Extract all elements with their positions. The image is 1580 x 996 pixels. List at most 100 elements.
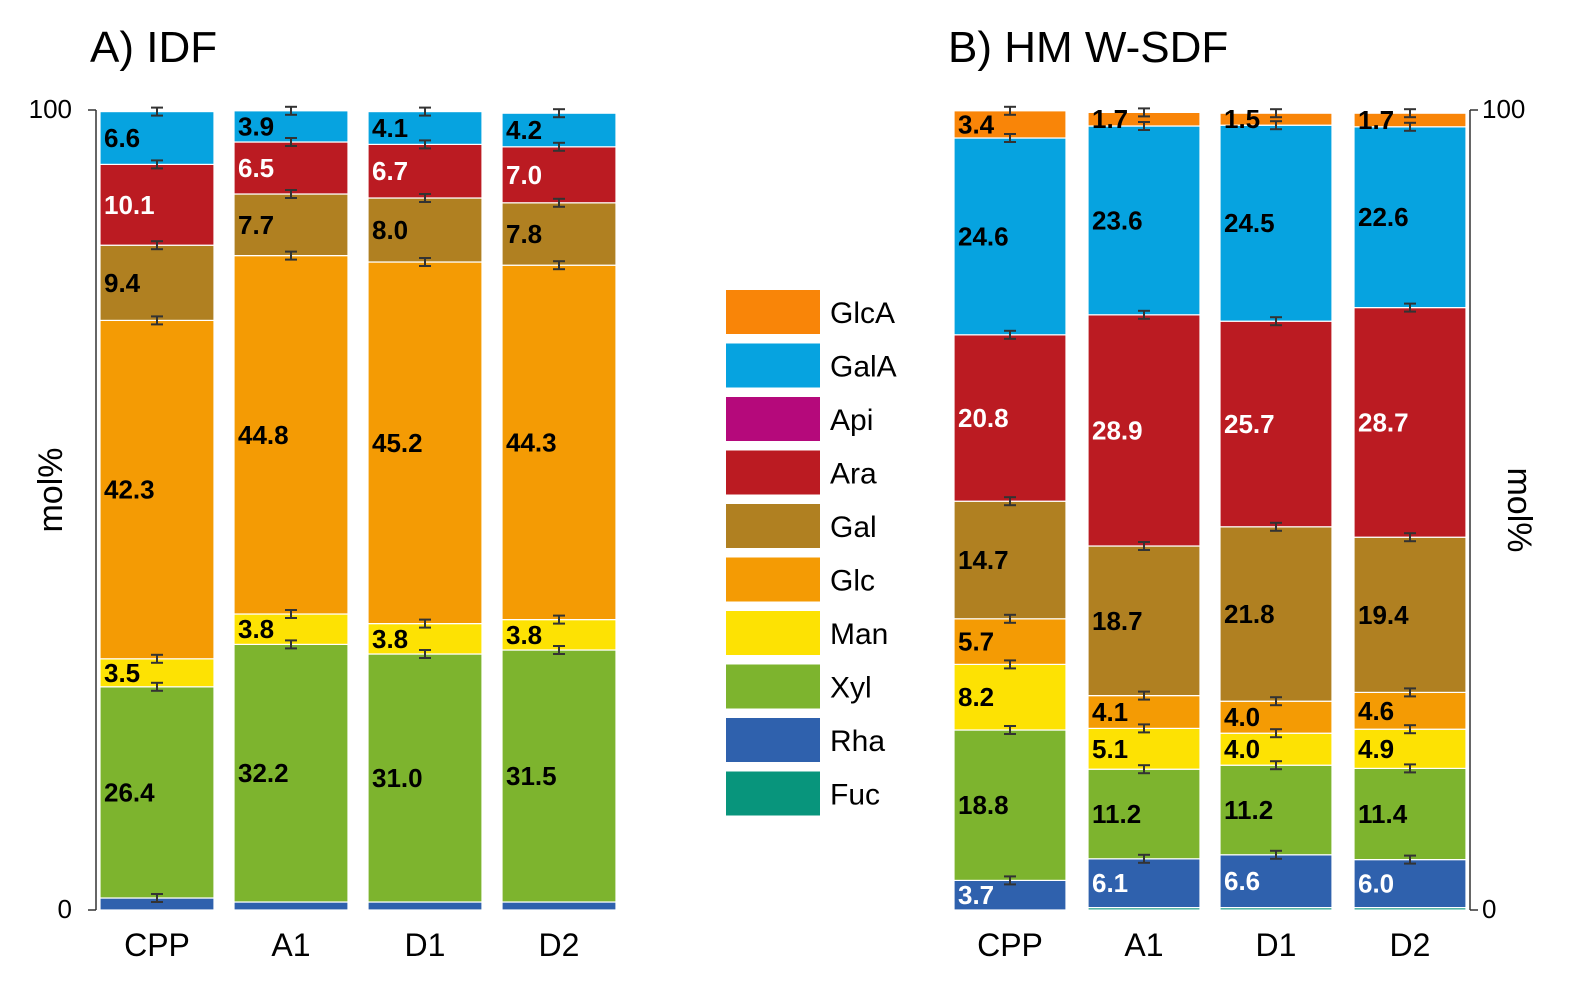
panel-b-segment-a1-xyl bbox=[1087, 768, 1201, 860]
legend-swatch-fuc bbox=[726, 771, 820, 816]
legend-item-man: Man bbox=[726, 611, 888, 655]
panel-a-idf: A) IDF mol% 100 0 26.4 3.5 42.3 9.4 10.1 6.6 C… bbox=[29, 23, 617, 963]
panel-a-data-label-a1-gal: 7.7 bbox=[238, 210, 274, 240]
panel-a-data-label-a1-man: 3.8 bbox=[238, 614, 274, 644]
panel-b-error-bar-cpp-glca bbox=[1004, 105, 1016, 116]
panel-b-data-label-cpp-ara: 20.8 bbox=[958, 403, 1009, 433]
panel-b-segment-a1-glc bbox=[1087, 694, 1201, 729]
panel-a-data-label-cpp-man: 3.5 bbox=[104, 658, 140, 688]
panel-a-error-bar-a1-ara bbox=[285, 137, 297, 147]
panel-b-error-bar-d1-gala bbox=[1270, 120, 1282, 131]
legend-label-gala: GalA bbox=[830, 351, 897, 384]
panel-b-data-label-d1-gala: 24.5 bbox=[1224, 208, 1275, 238]
panel-b-category-label-a1: A1 bbox=[1124, 927, 1163, 963]
legend-item-glc: Glc bbox=[726, 557, 875, 602]
panel-a-data-label-cpp-glc: 42.3 bbox=[104, 475, 155, 505]
panel-a-category-label-cpp: CPP bbox=[124, 927, 190, 963]
legend-item-fuc: Fuc bbox=[726, 771, 880, 816]
panel-b-data-label-d2-glc: 4.6 bbox=[1358, 696, 1394, 726]
panel-a-error-bar-d2-gala bbox=[553, 108, 565, 119]
panel-b-error-bar-a1-glca bbox=[1138, 107, 1150, 118]
panel-a-segment-d2-glc bbox=[501, 264, 617, 621]
legend-label-fuc: Fuc bbox=[830, 779, 880, 812]
panel-b-data-label-cpp-gala: 24.6 bbox=[958, 221, 1009, 251]
panel-b-error-bar-a1-rha bbox=[1138, 853, 1150, 864]
panel-b-segment-d1-xyl bbox=[1219, 764, 1333, 856]
panel-a-segment-cpp-ara bbox=[99, 163, 215, 246]
panel-b-segment-d1-gal bbox=[1219, 526, 1333, 702]
panel-b-bar-d2: 6.0 11.4 4.9 4.6 19.4 28.7 22.6 1.7 bbox=[1353, 105, 1467, 911]
panel-b-error-bar-a1-xyl bbox=[1138, 764, 1150, 775]
panel-b-data-label-d2-ara: 28.7 bbox=[1358, 407, 1409, 437]
panel-a-data-label-a1-gala: 3.9 bbox=[238, 111, 274, 141]
legend-swatch-xyl bbox=[726, 664, 820, 709]
panel-b-error-bar-d2-gal bbox=[1404, 532, 1416, 543]
panel-a-segment-d1-rha bbox=[367, 901, 483, 911]
panel-b-data-label-d2-glca: 1.7 bbox=[1358, 105, 1394, 135]
panel-a-error-bar-d1-xyl bbox=[419, 649, 431, 659]
panel-a-segment-d2-rha bbox=[501, 901, 617, 911]
panel-b-error-bar-d2-rha bbox=[1404, 854, 1416, 865]
panel-b-segment-cpp-gala bbox=[953, 137, 1067, 336]
panel-b-data-label-d2-gal: 19.4 bbox=[1358, 600, 1409, 630]
panel-b-data-label-d1-xyl: 11.2 bbox=[1224, 795, 1273, 825]
panel-a-error-bar-cpp-ara bbox=[151, 159, 163, 170]
legend-label-gal: Gal bbox=[830, 511, 877, 544]
panel-a-error-bar-cpp-gal bbox=[151, 240, 163, 251]
panel-a-error-bar-d1-gal bbox=[419, 193, 431, 203]
panel-a-error-bar-d1-glc bbox=[419, 257, 431, 267]
panel-b-data-label-d1-glc: 4.0 bbox=[1224, 702, 1260, 732]
panel-a-error-bar-cpp-gala bbox=[151, 106, 163, 117]
panel-a-data-label-d1-glc: 45.2 bbox=[372, 428, 423, 458]
panel-b-data-label-d1-man: 4.0 bbox=[1224, 734, 1260, 764]
panel-b-error-bar-d1-gal bbox=[1270, 521, 1282, 532]
panel-b-data-label-d2-man: 4.9 bbox=[1358, 734, 1394, 764]
panel-a-data-label-a1-xyl: 32.2 bbox=[238, 758, 289, 788]
panel-a-segment-a1-man bbox=[233, 613, 349, 645]
panel-b-data-label-cpp-xyl: 18.8 bbox=[958, 790, 1009, 820]
panel-b-error-bar-cpp-gala bbox=[1004, 133, 1016, 143]
panel-a-error-bar-a1-man bbox=[285, 609, 297, 619]
panel-a-data-label-d2-ara: 7.0 bbox=[506, 160, 542, 190]
panel-a-data-label-a1-ara: 6.5 bbox=[238, 153, 274, 183]
legend-item-api: Api bbox=[726, 397, 873, 441]
panel-a-segment-d1-ara bbox=[367, 143, 483, 199]
panel-b-error-bar-d1-rha bbox=[1270, 849, 1282, 860]
panel-b-segment-a1-ara bbox=[1087, 314, 1201, 547]
panel-a-data-label-d2-gal: 7.8 bbox=[506, 219, 542, 249]
panel-b-error-bar-cpp-gal bbox=[1004, 496, 1016, 507]
panel-b-data-label-d2-xyl: 11.4 bbox=[1358, 799, 1408, 829]
panel-b-data-label-cpp-glca: 3.4 bbox=[958, 109, 995, 139]
legend-swatch-glca bbox=[726, 290, 820, 334]
legend-swatch-api bbox=[726, 397, 820, 441]
panel-a-error-bar-cpp-glc bbox=[151, 315, 163, 326]
panel-a-y-tick-min: 0 bbox=[58, 894, 72, 924]
panel-a-data-label-d1-gal: 8.0 bbox=[372, 215, 408, 245]
panel-a-data-label-d1-xyl: 31.0 bbox=[372, 763, 423, 793]
panel-b-data-label-d1-gal: 21.8 bbox=[1224, 599, 1275, 629]
panel-b-error-bar-d1-ara bbox=[1270, 316, 1282, 327]
panel-b-bar-cpp: 3.7 18.8 8.2 5.7 14.7 20.8 24.6 3.4 bbox=[953, 105, 1067, 911]
legend: GlcA GalA Api Ara Gal Glc Man Xyl Rha Fuc bbox=[726, 290, 897, 816]
panel-b-error-bar-d2-glca bbox=[1404, 108, 1416, 119]
panel-a-error-bar-d2-man bbox=[553, 614, 565, 625]
panel-b-error-bar-d1-xyl bbox=[1270, 760, 1282, 771]
panel-b-hmw-sdf: B) HM W-SDF mol% 100 0 3.7 18.8 8.2 5.7 14.7… bbox=[948, 23, 1538, 963]
panel-a-data-label-cpp-gala: 6.6 bbox=[104, 123, 140, 153]
legend-swatch-gal bbox=[726, 504, 820, 548]
legend-label-glc: Glc bbox=[830, 565, 875, 598]
legend-item-gal: Gal bbox=[726, 504, 877, 548]
panel-a-category-label-a1: A1 bbox=[271, 927, 310, 963]
panel-b-segment-d1-man bbox=[1219, 732, 1333, 766]
panel-a-y-tick-max: 100 bbox=[29, 94, 72, 124]
panel-b-data-label-a1-gal: 18.7 bbox=[1092, 606, 1143, 636]
panel-a-data-label-d1-ara: 6.7 bbox=[372, 156, 408, 186]
panel-b-segment-d2-gal bbox=[1353, 536, 1467, 694]
panel-b-data-label-a1-ara: 28.9 bbox=[1092, 415, 1143, 445]
legend-item-glca: GlcA bbox=[726, 290, 895, 334]
panel-b-segment-d1-ara bbox=[1219, 320, 1333, 528]
panel-b-error-bar-d2-gala bbox=[1404, 121, 1416, 132]
panel-b-error-bar-a1-man bbox=[1138, 723, 1150, 734]
legend-swatch-rha bbox=[726, 718, 820, 762]
legend-label-xyl: Xyl bbox=[830, 672, 872, 705]
